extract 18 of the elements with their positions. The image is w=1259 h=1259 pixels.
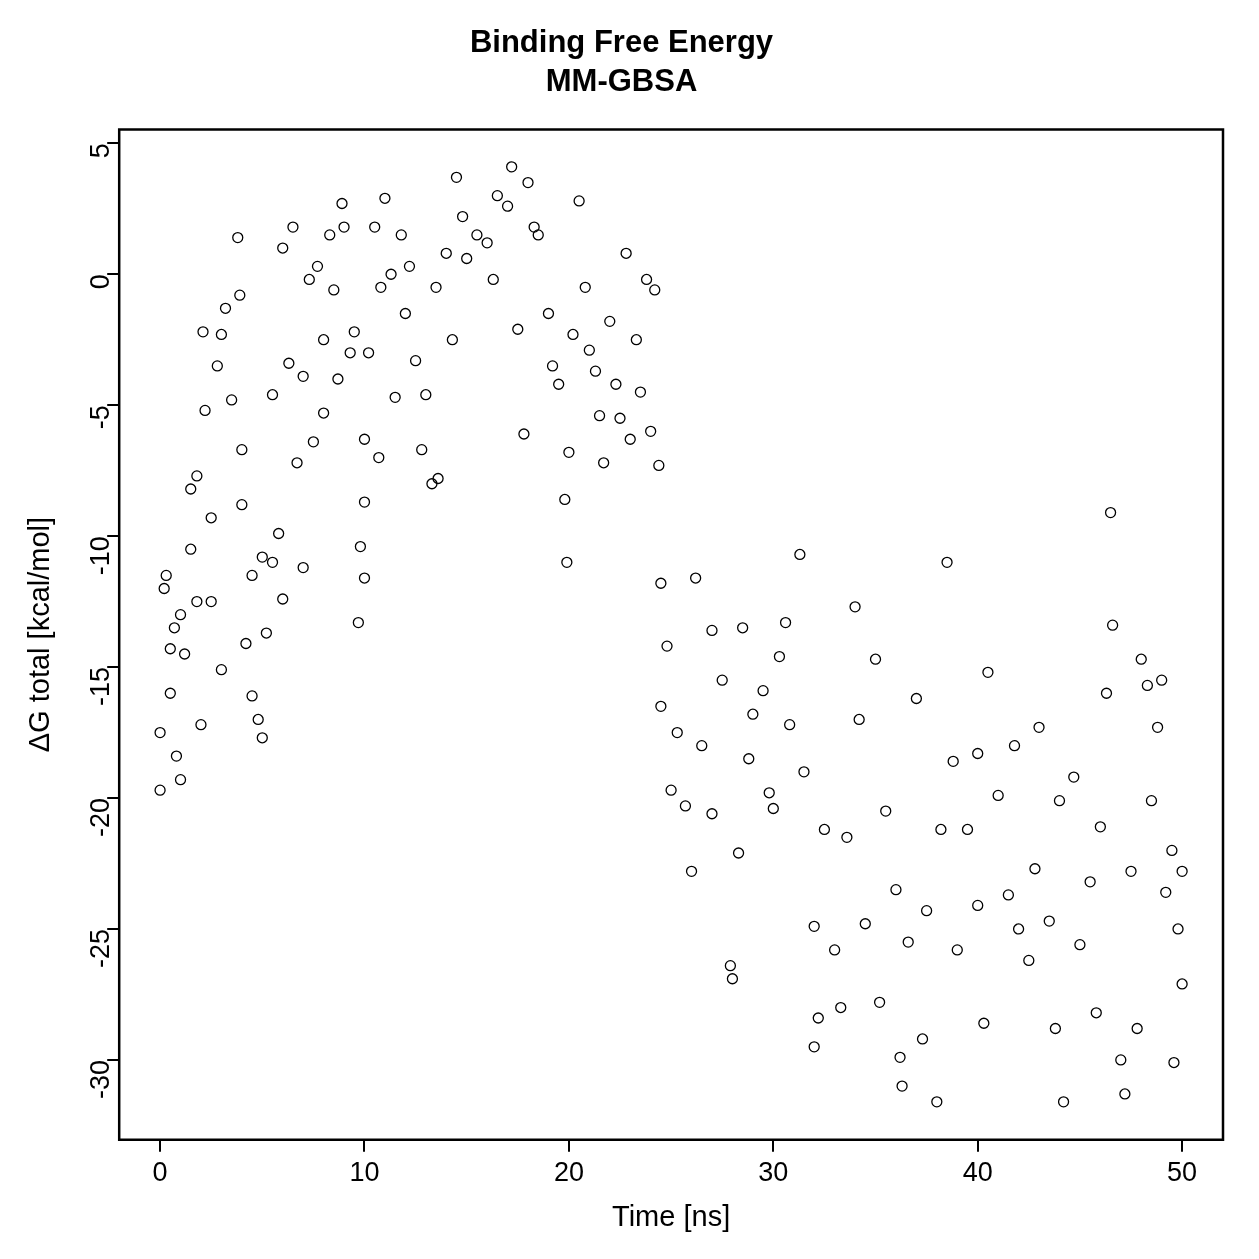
- chart-title: Binding Free Energy: [469, 24, 774, 60]
- x-tick-label: 20: [553, 1157, 584, 1188]
- y-tick-label: -10: [84, 536, 115, 576]
- y-tick-label: -25: [84, 928, 115, 968]
- y-axis-title: ΔG total [kcal/mol]: [23, 516, 56, 753]
- y-tick-label: 5: [84, 143, 115, 159]
- y-tick-label: -15: [84, 667, 115, 707]
- x-tick-label: 30: [758, 1157, 789, 1188]
- x-tick-label: 50: [1167, 1157, 1198, 1188]
- x-tick-label: 0: [152, 1157, 168, 1188]
- x-tick-label: 10: [349, 1157, 380, 1188]
- y-tick-label: 0: [84, 274, 115, 290]
- chart-subtitle: MM-GBSA: [545, 63, 698, 99]
- y-tick-label: -30: [84, 1059, 115, 1099]
- x-axis-title: Time [ns]: [612, 1199, 731, 1232]
- x-tick-label: 40: [962, 1157, 993, 1188]
- y-tick-label: -20: [84, 798, 115, 838]
- y-tick-label: -5: [84, 405, 115, 430]
